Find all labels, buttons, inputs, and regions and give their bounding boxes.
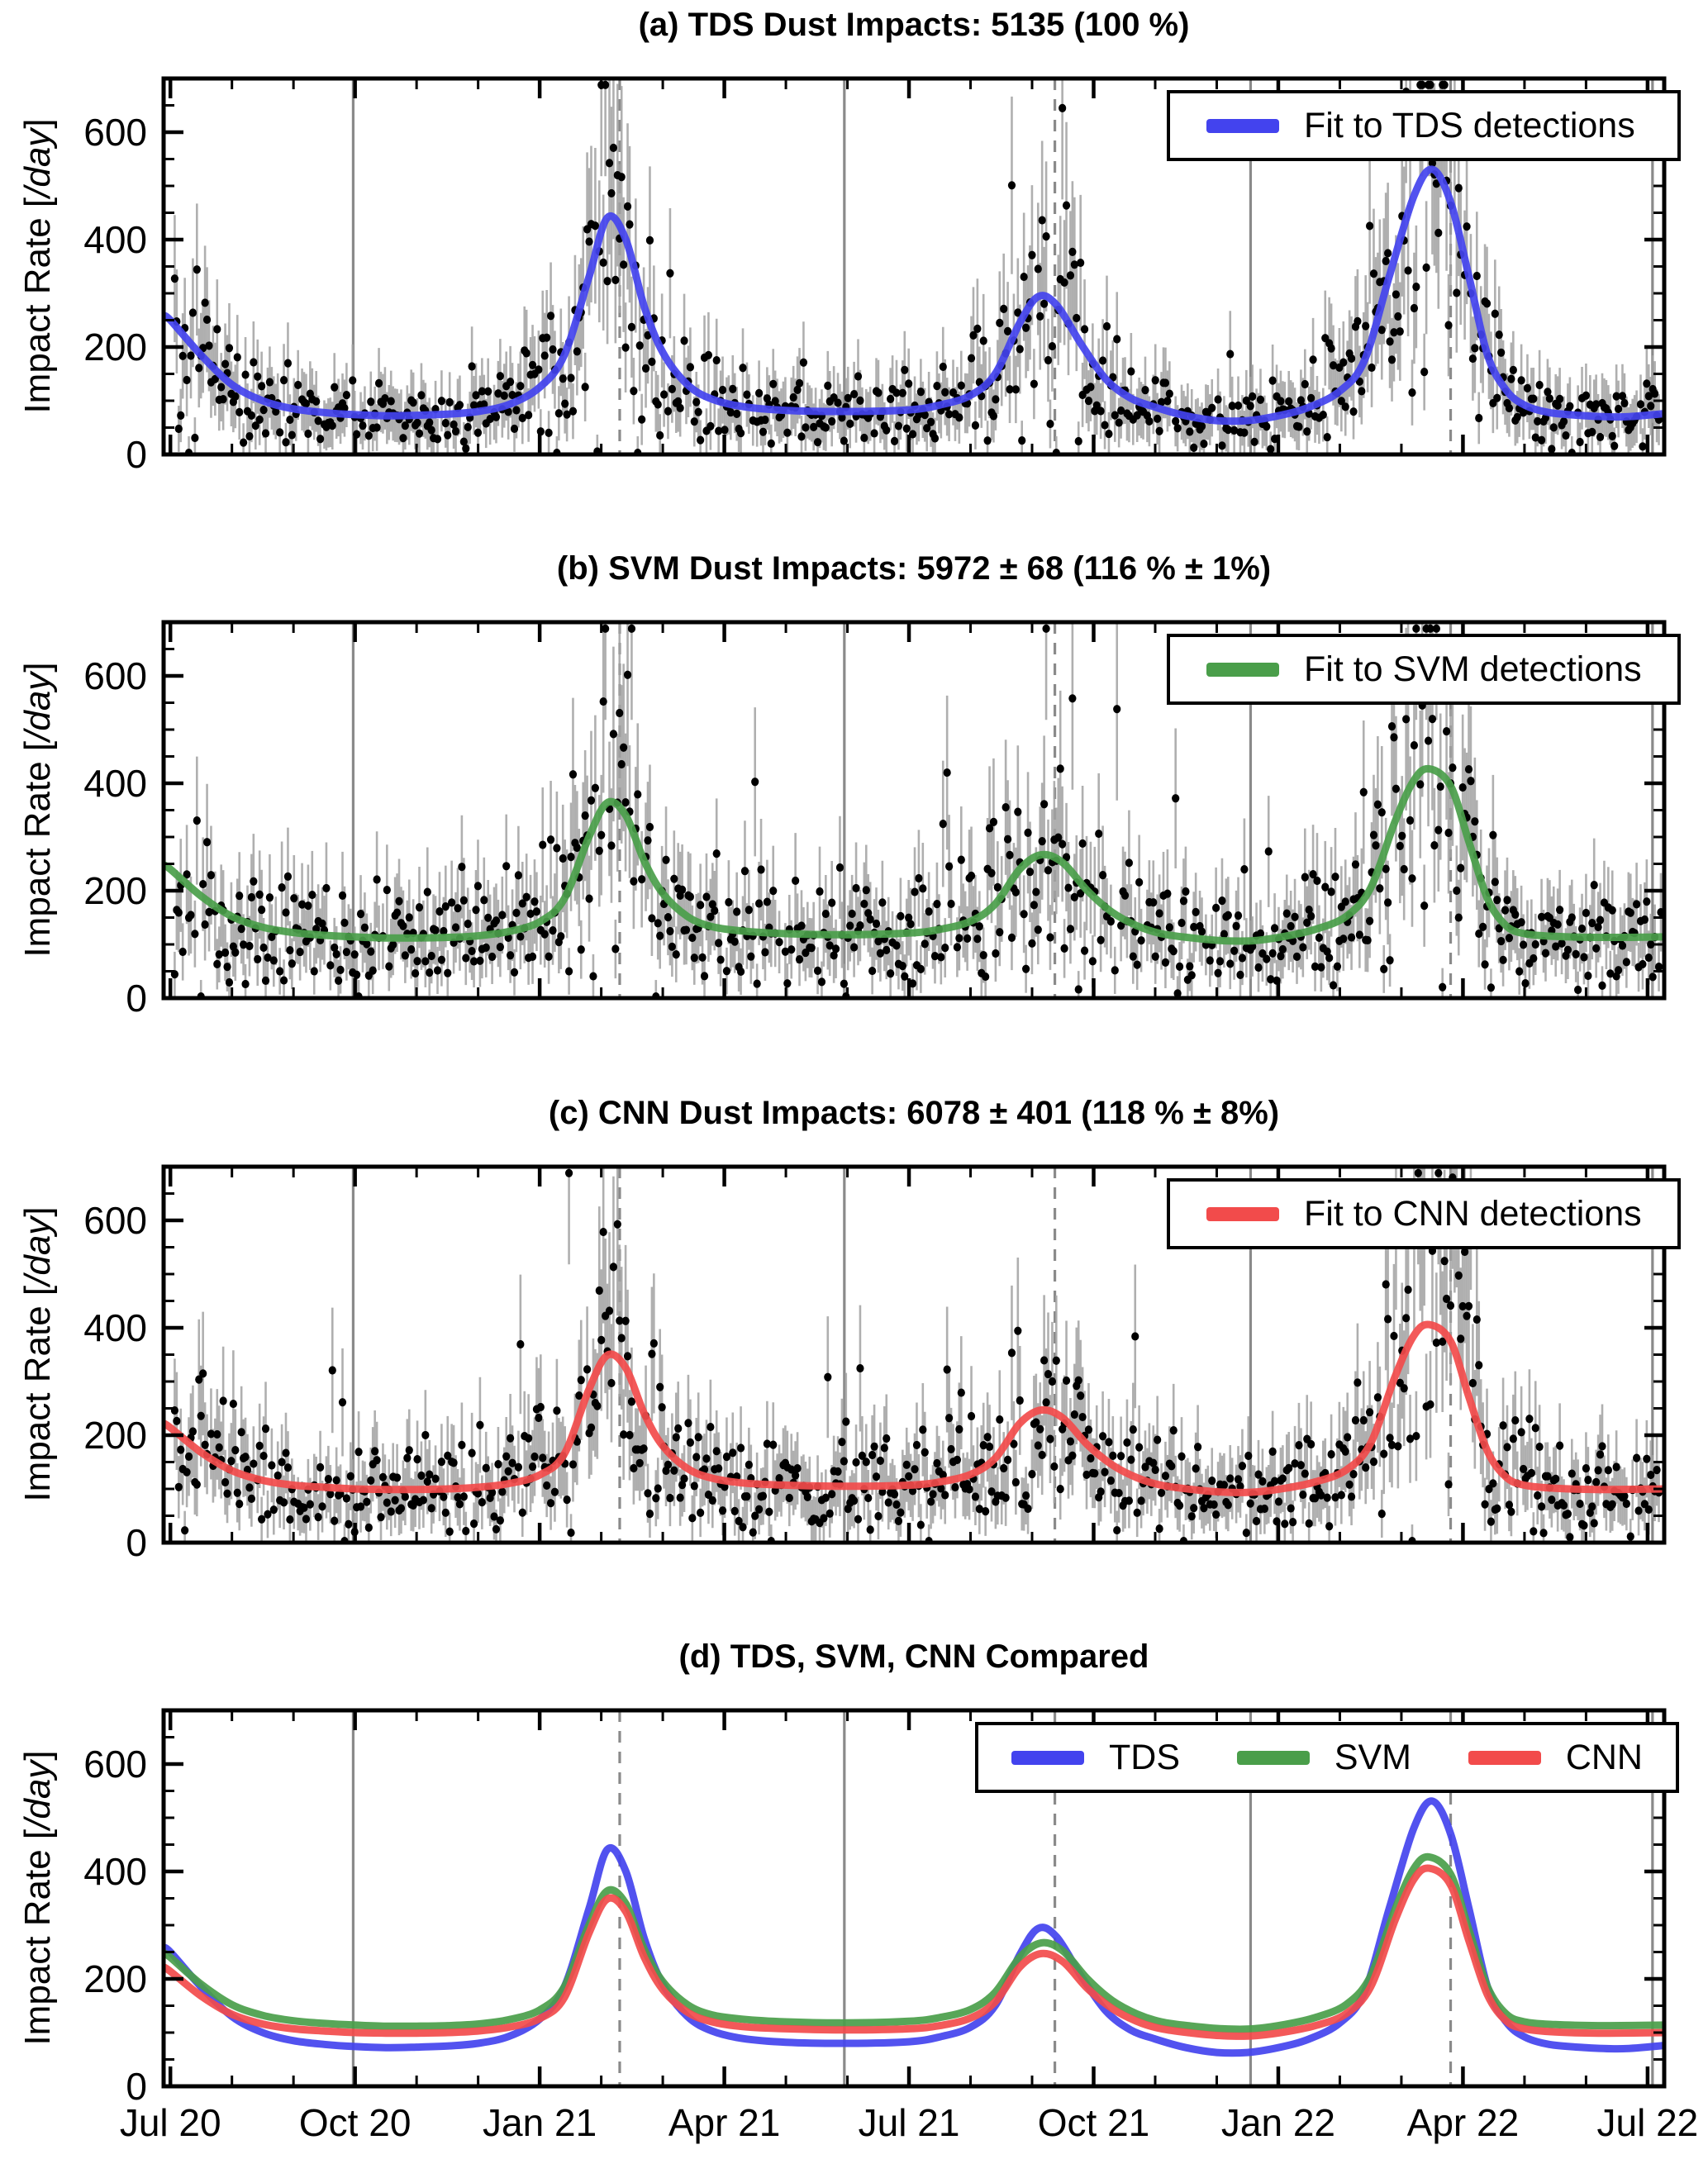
legend-label: SVM <box>1334 1737 1411 1777</box>
fit-curve-cnn <box>164 1320 1664 1496</box>
panel-c-legend: Fit to CNN detections <box>1167 1178 1681 1249</box>
y-axis-label: Impact Rate [/day] <box>17 1750 58 2046</box>
x-tick-label: Apr 21 <box>668 2101 781 2144</box>
y-tick-label: 200 <box>83 1414 147 1457</box>
legend-label: TDS <box>1109 1737 1180 1777</box>
x-tick-label: Jan 22 <box>1221 2101 1335 2144</box>
legend-label: Fit to SVM detections <box>1304 649 1642 689</box>
svm-fit-line-swatch <box>1206 662 1279 677</box>
y-axis-label: Impact Rate [/day] <box>17 118 58 414</box>
svm-line-swatch <box>1236 1750 1310 1765</box>
legend-label: CNN <box>1565 1737 1643 1777</box>
panel-b-legend: Fit to SVM detections <box>1167 634 1681 705</box>
y-axis-label: Impact Rate [/day] <box>17 1206 58 1502</box>
y-tick-label: 200 <box>83 326 147 369</box>
y-tick-label: 400 <box>83 1306 147 1349</box>
panel-d-plot-area <box>164 1710 1664 2086</box>
y-tick-label: 600 <box>83 1199 147 1242</box>
y-tick-label: 0 <box>126 433 147 476</box>
fit-curve-tds <box>164 165 1664 426</box>
x-tick-label: Oct 20 <box>299 2101 412 2144</box>
legend-label: Fit to CNN detections <box>1304 1193 1642 1234</box>
panel-c-title: (c) CNN Dust Impacts: 6078 ± 401 (118 % … <box>548 1095 1280 1131</box>
y-tick-label: 400 <box>83 218 147 261</box>
panel-a-plot-area <box>164 78 1664 454</box>
legend-label: Fit to TDS detections <box>1304 105 1635 145</box>
y-tick-label: 0 <box>126 2065 147 2108</box>
y-tick-label: 600 <box>83 654 147 697</box>
scatter-points <box>170 1168 1663 1543</box>
panel-b-plot-area <box>164 622 1664 998</box>
x-tick-label: Jan 21 <box>483 2101 597 2144</box>
y-tick-label: 400 <box>83 762 147 805</box>
x-tick-label: Jul 22 <box>1597 2101 1699 2144</box>
tds-fit-line-swatch <box>1206 118 1279 133</box>
y-tick-label: 600 <box>83 1743 147 1786</box>
fit-curve-tds <box>164 1797 1664 2057</box>
panel-d-legend: TDS SVM CNN <box>975 1722 1679 1793</box>
cnn-fit-line-swatch <box>1206 1206 1279 1221</box>
x-tick-label: Apr 22 <box>1407 2101 1520 2144</box>
panel-a-title: (a) TDS Dust Impacts: 5135 (100 %) <box>638 7 1190 43</box>
y-tick-label: 0 <box>126 977 147 1020</box>
cnn-line-swatch <box>1468 1750 1541 1765</box>
y-axis-label: Impact Rate [/day] <box>17 662 58 958</box>
panel-d-title: (d) TDS, SVM, CNN Compared <box>678 1638 1149 1675</box>
x-tick-label: Jul 21 <box>859 2101 960 2144</box>
y-tick-label: 0 <box>126 1521 147 1564</box>
x-tick-label: Jul 20 <box>120 2101 221 2144</box>
panel-a-legend: Fit to TDS detections <box>1167 90 1681 161</box>
tds-line-swatch <box>1011 1750 1084 1765</box>
y-tick-label: 200 <box>83 1957 147 2000</box>
fit-curve-svm <box>164 764 1664 945</box>
y-tick-label: 400 <box>83 1850 147 1893</box>
panel-b-title: (b) SVM Dust Impacts: 5972 ± 68 (116 % ±… <box>556 550 1272 587</box>
y-tick-label: 200 <box>83 869 147 912</box>
fit-curve-cnn <box>164 1864 1664 2040</box>
x-tick-label: Oct 21 <box>1038 2101 1150 2144</box>
fit-curve-svm <box>164 1852 1664 2033</box>
y-tick-label: 600 <box>83 111 147 154</box>
